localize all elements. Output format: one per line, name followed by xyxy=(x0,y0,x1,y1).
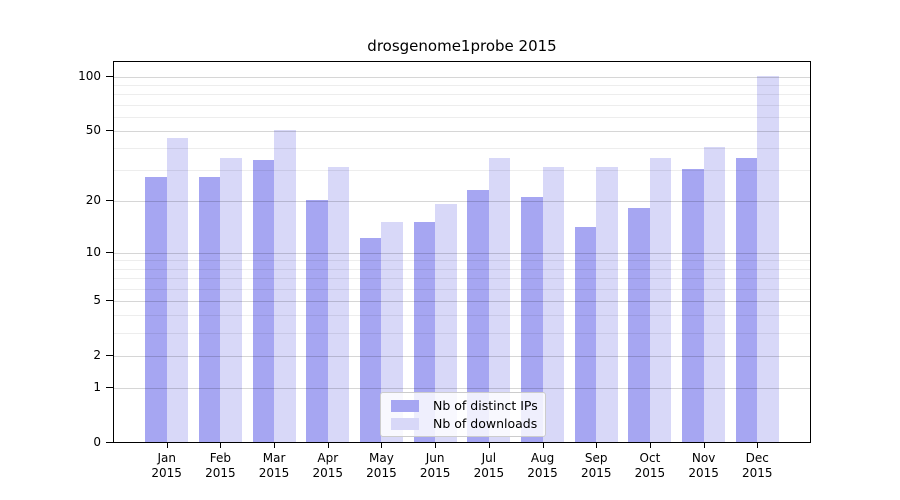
gridline-100 xyxy=(114,76,810,78)
bar-distinct-ips-mar xyxy=(252,159,275,442)
legend-item-distinct-ips: Nb of distinct IPs xyxy=(391,398,538,413)
x-tick-label-jan: Jan 2015 xyxy=(151,451,182,480)
y-tick-mark-10 xyxy=(106,251,113,253)
x-tick-mark-jun xyxy=(435,443,437,448)
bar-downloads-feb xyxy=(220,157,242,442)
y-tick-label-10: 10 xyxy=(85,244,101,259)
bar-downloads-apr xyxy=(327,166,350,442)
y-tick-label-2: 2 xyxy=(93,347,101,362)
y-tick-mark-0 xyxy=(106,442,113,443)
bar-distinct-ips-oct xyxy=(628,208,650,442)
bar-downloads-mar xyxy=(274,129,296,442)
x-tick-label-oct: Oct 2015 xyxy=(634,451,666,480)
x-tick-mark-may xyxy=(381,443,383,448)
legend-swatch-downloads xyxy=(391,417,419,430)
bar-downloads-sep xyxy=(596,166,618,442)
y-tick-mark-50 xyxy=(106,129,113,131)
y-tick-label-50: 50 xyxy=(85,122,101,137)
y-tick-mark-20 xyxy=(106,200,113,202)
x-tick-mark-apr xyxy=(327,443,329,448)
x-tick-mark-nov xyxy=(703,443,705,448)
x-tick-mark-jul xyxy=(488,443,490,448)
x-tick-label-feb: Feb 2015 xyxy=(205,451,236,480)
x-tick-mark-mar xyxy=(274,443,276,448)
legend-box: Nb of distinct IPs Nb of downloads xyxy=(380,392,546,437)
x-tick-mark-feb xyxy=(220,443,222,448)
bar-downloads-dec xyxy=(757,75,779,442)
bar-distinct-ips-aug xyxy=(521,196,543,442)
bar-distinct-ips-jul xyxy=(467,189,489,442)
bar-distinct-ips-feb xyxy=(198,177,221,442)
x-tick-label-mar: Mar 2015 xyxy=(258,451,290,480)
x-tick-label-jul: Jul 2015 xyxy=(473,451,505,480)
bar-distinct-ips-nov xyxy=(682,169,704,442)
bar-distinct-ips-may xyxy=(359,238,382,442)
x-tick-label-sep: Sep 2015 xyxy=(580,451,612,480)
plot-area xyxy=(113,61,811,443)
bar-downloads-jan xyxy=(166,138,189,442)
bar-distinct-ips-jun xyxy=(413,221,436,442)
bar-distinct-ips-sep xyxy=(574,227,597,442)
gridline-60 xyxy=(114,116,810,118)
x-tick-label-aug: Aug 2015 xyxy=(527,451,558,480)
x-tick-label-dec: Dec 2015 xyxy=(742,451,773,480)
x-tick-label-apr: Apr 2015 xyxy=(312,451,344,480)
bar-downloads-may xyxy=(381,221,403,442)
y-tick-label-1: 1 xyxy=(93,379,101,394)
x-tick-label-may: May 2015 xyxy=(366,451,397,480)
bar-downloads-aug xyxy=(542,166,565,442)
bar-downloads-jun xyxy=(435,204,457,442)
gridline-80 xyxy=(114,94,810,96)
chart-title: drosgenome1probe 2015 xyxy=(367,37,557,55)
y-tick-label-5: 5 xyxy=(93,292,101,307)
x-tick-label-jun: Jun 2015 xyxy=(419,451,451,480)
bar-distinct-ips-jan xyxy=(145,177,167,442)
legend-swatch-distinct-ips xyxy=(391,399,419,412)
x-tick-mark-sep xyxy=(596,443,598,448)
y-tick-mark-1 xyxy=(106,386,113,388)
y-tick-mark-2 xyxy=(106,354,113,356)
gridline-50 xyxy=(114,130,810,132)
x-tick-label-nov: Nov 2015 xyxy=(688,451,719,480)
bar-downloads-nov xyxy=(703,147,726,442)
x-tick-mark-aug xyxy=(542,443,544,448)
y-tick-mark-5 xyxy=(106,299,113,301)
legend-item-downloads: Nb of downloads xyxy=(391,416,538,431)
x-tick-mark-jan xyxy=(166,443,168,448)
gridline-90 xyxy=(114,84,810,86)
gridline-70 xyxy=(114,104,810,106)
legend-label-distinct-ips: Nb of distinct IPs xyxy=(433,398,538,413)
y-tick-label-0: 0 xyxy=(93,435,101,449)
bar-downloads-oct xyxy=(649,157,672,442)
y-tick-label-100: 100 xyxy=(78,68,101,83)
bar-distinct-ips-dec xyxy=(735,157,758,442)
x-tick-mark-oct xyxy=(649,443,651,448)
bar-distinct-ips-apr xyxy=(306,200,328,442)
x-tick-mark-dec xyxy=(757,443,759,448)
bar-downloads-jul xyxy=(488,157,511,442)
y-tick-mark-100 xyxy=(106,75,113,77)
y-tick-label-20: 20 xyxy=(85,193,101,208)
legend-label-downloads: Nb of downloads xyxy=(433,416,538,431)
